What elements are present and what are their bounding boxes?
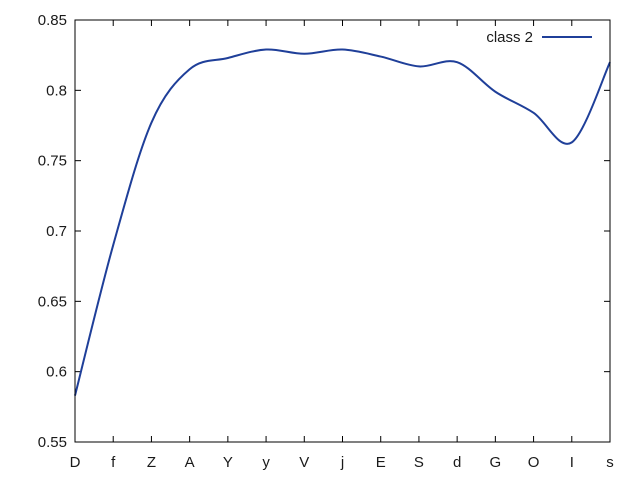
x-tick-label: D — [70, 454, 81, 471]
y-tick-label: 0.75 — [38, 153, 67, 170]
y-axis-ticks: 0.55 0.6 0.65 0.7 0.75 0.8 0.85 — [38, 12, 610, 451]
x-tick-label: G — [490, 454, 502, 471]
legend: class 2 — [486, 29, 592, 46]
x-tick-label: V — [299, 454, 309, 471]
y-tick-label: 0.6 — [46, 364, 67, 381]
x-tick-label: O — [528, 454, 540, 471]
y-tick-label: 0.65 — [38, 293, 67, 310]
x-tick-label: E — [376, 454, 386, 471]
y-tick-label: 0.7 — [46, 223, 67, 240]
plot-frame — [74, 19, 611, 443]
y-tick-label: 0.55 — [38, 434, 67, 451]
x-tick-label: f — [111, 454, 116, 471]
x-tick-label: A — [185, 454, 195, 471]
x-tick-label: y — [262, 454, 270, 471]
series-layer — [74, 48, 611, 396]
x-tick-label: d — [453, 454, 461, 471]
y-tick-label: 0.8 — [46, 82, 67, 99]
x-tick-label: s — [606, 454, 614, 471]
series-line — [74, 48, 611, 396]
x-tick-label: Z — [147, 454, 156, 471]
x-tick-label: S — [414, 454, 424, 471]
x-tick-label: I — [570, 454, 574, 471]
x-tick-label: Y — [223, 454, 233, 471]
x-tick-label: j — [340, 454, 344, 471]
y-tick-label: 0.85 — [38, 12, 67, 29]
legend-label: class 2 — [486, 29, 533, 46]
